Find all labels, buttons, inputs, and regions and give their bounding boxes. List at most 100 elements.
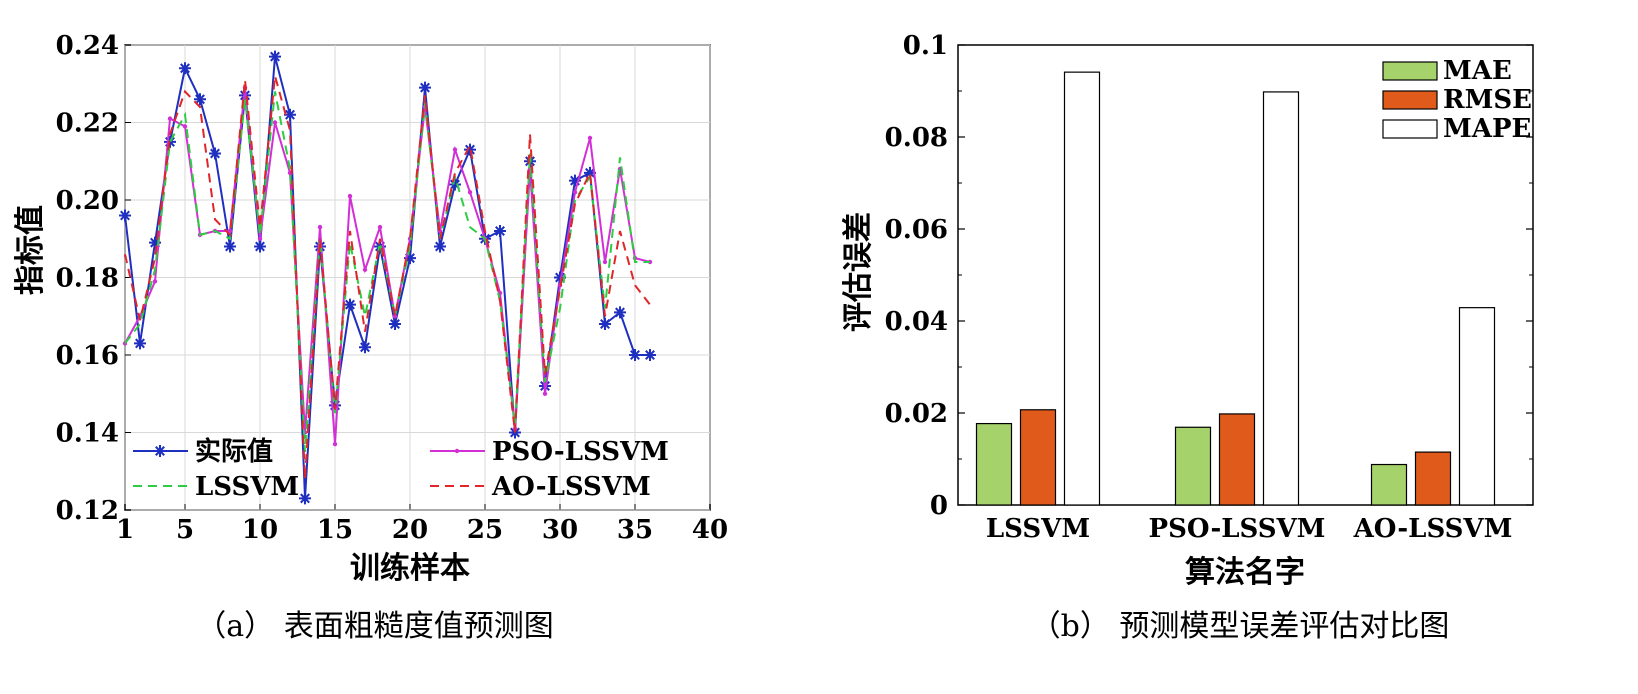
x-tick-label: 20 (392, 515, 428, 545)
x-axis-label: 算法名字 (1185, 555, 1305, 590)
series-group (119, 50, 656, 505)
line-chart: 1 5 10 15 20 25 30 35 400.120.140.160.180.200.22… (13, 31, 728, 644)
y-tick-label: 0.04 (885, 307, 948, 337)
data-point (317, 224, 323, 230)
data-point (629, 349, 641, 361)
y-tick-label: 0.22 (56, 109, 119, 139)
series-line (124, 56, 650, 499)
y-tick-label: 0.02 (885, 399, 948, 429)
bar-rmse (1218, 413, 1256, 506)
data-point (257, 236, 263, 241)
data-point (602, 259, 608, 265)
data-point (209, 147, 221, 160)
data-point (149, 236, 161, 249)
y-tick-label: 0 (930, 491, 948, 521)
data-point (134, 337, 146, 350)
y-tick-label: 0.24 (56, 31, 119, 61)
legend-label: 实际值 (195, 436, 273, 467)
data-point (224, 240, 236, 253)
data-point (542, 391, 548, 396)
bar-mae (975, 422, 1013, 506)
legend-item: RMSE (1382, 85, 1532, 115)
legend-label: MAE (1443, 56, 1512, 86)
y-tick-label: 0.06 (885, 215, 948, 245)
bar-rmse (1019, 409, 1057, 506)
data-point (269, 50, 281, 63)
data-point (389, 318, 401, 330)
data-point (167, 116, 173, 121)
legend: 实际值 PSO-LSSVM LSSVM AO-LSSVM (133, 436, 669, 502)
data-point (332, 441, 338, 447)
y-axis-label: 评估误差 (841, 212, 876, 332)
data-point (467, 190, 473, 195)
legend-label: LSSVM (195, 472, 299, 502)
legend-item: PSO-LSSVM (430, 437, 669, 467)
data-point (227, 228, 233, 234)
legend-swatch (1382, 119, 1438, 139)
data-point (599, 318, 611, 330)
chart-caption: （a） 表面粗糙度值预测图 (196, 609, 553, 644)
x-tick-label: 40 (692, 515, 728, 545)
bar-mae (1370, 463, 1408, 506)
data-point (344, 298, 356, 311)
data-point (254, 240, 266, 253)
bar-mae (1174, 426, 1212, 506)
data-point (347, 193, 353, 199)
x-tick-label: 10 (242, 515, 278, 545)
bar-mape (1458, 307, 1496, 506)
y-tick-label: 0.14 (56, 419, 119, 449)
data-point (644, 349, 656, 361)
series-ao-lssvm (124, 75, 651, 480)
y-tick-label: 0.16 (56, 341, 119, 371)
data-point (299, 492, 311, 505)
legend-item: 实际值 (133, 436, 273, 467)
legend-label: RMSE (1443, 85, 1532, 115)
legend-item: AO-LSSVM (430, 472, 651, 502)
data-point (362, 267, 368, 272)
x-tick-label: 15 (317, 515, 353, 545)
x-axis-label: 训练样本 (350, 551, 470, 586)
legend-swatch (1382, 61, 1438, 81)
bar-rmse (1414, 451, 1452, 506)
x-tick-label: 35 (617, 515, 653, 545)
series-line (124, 75, 651, 480)
y-tick-label: 0.18 (56, 264, 119, 294)
x-tick-label: LSSVM (986, 514, 1090, 544)
x-tick-label: 5 (176, 515, 194, 545)
data-point (182, 124, 188, 129)
legend-item: LSSVM (133, 472, 299, 502)
data-point (587, 135, 593, 141)
legend-item: MAE (1382, 56, 1512, 86)
data-point (119, 209, 131, 222)
bar-mape (1063, 71, 1101, 506)
data-point (572, 190, 578, 195)
legend-label: PSO-LSSVM (492, 437, 669, 467)
tick-labels: 0 0.02 0.04 0.06 0.08 0.1 LSSVM PSO-LSSVM AO-LSS… (885, 31, 1533, 544)
legend-label: MAPE (1443, 114, 1531, 144)
data-point (377, 224, 383, 230)
data-point (152, 279, 158, 284)
y-tick-label: 0.20 (56, 186, 119, 216)
data-point (419, 81, 431, 94)
legend-swatch (1382, 90, 1438, 110)
x-tick-label: 30 (542, 515, 578, 545)
y-tick-label: 0.08 (885, 123, 948, 153)
y-tick-label: 0.12 (56, 496, 119, 526)
data-point (434, 240, 446, 253)
data-point (494, 225, 506, 237)
data-point (179, 62, 191, 75)
y-axis-label: 指标值 (13, 205, 48, 295)
data-point (359, 341, 371, 354)
y-tick-label: 0.1 (903, 31, 948, 61)
bars-group (975, 71, 1496, 506)
bar-chart: 0 0.02 0.04 0.06 0.08 0.1 LSSVM PSO-LSSVM AO-LSS… (841, 31, 1534, 644)
x-tick-label: AO-LSSVM (1353, 514, 1513, 544)
data-point (452, 147, 458, 152)
data-point (272, 120, 278, 125)
chart-caption: （b） 预测模型误差评估对比图 (1031, 609, 1450, 644)
data-point (154, 445, 166, 457)
data-point (194, 93, 206, 106)
data-point (614, 306, 626, 319)
